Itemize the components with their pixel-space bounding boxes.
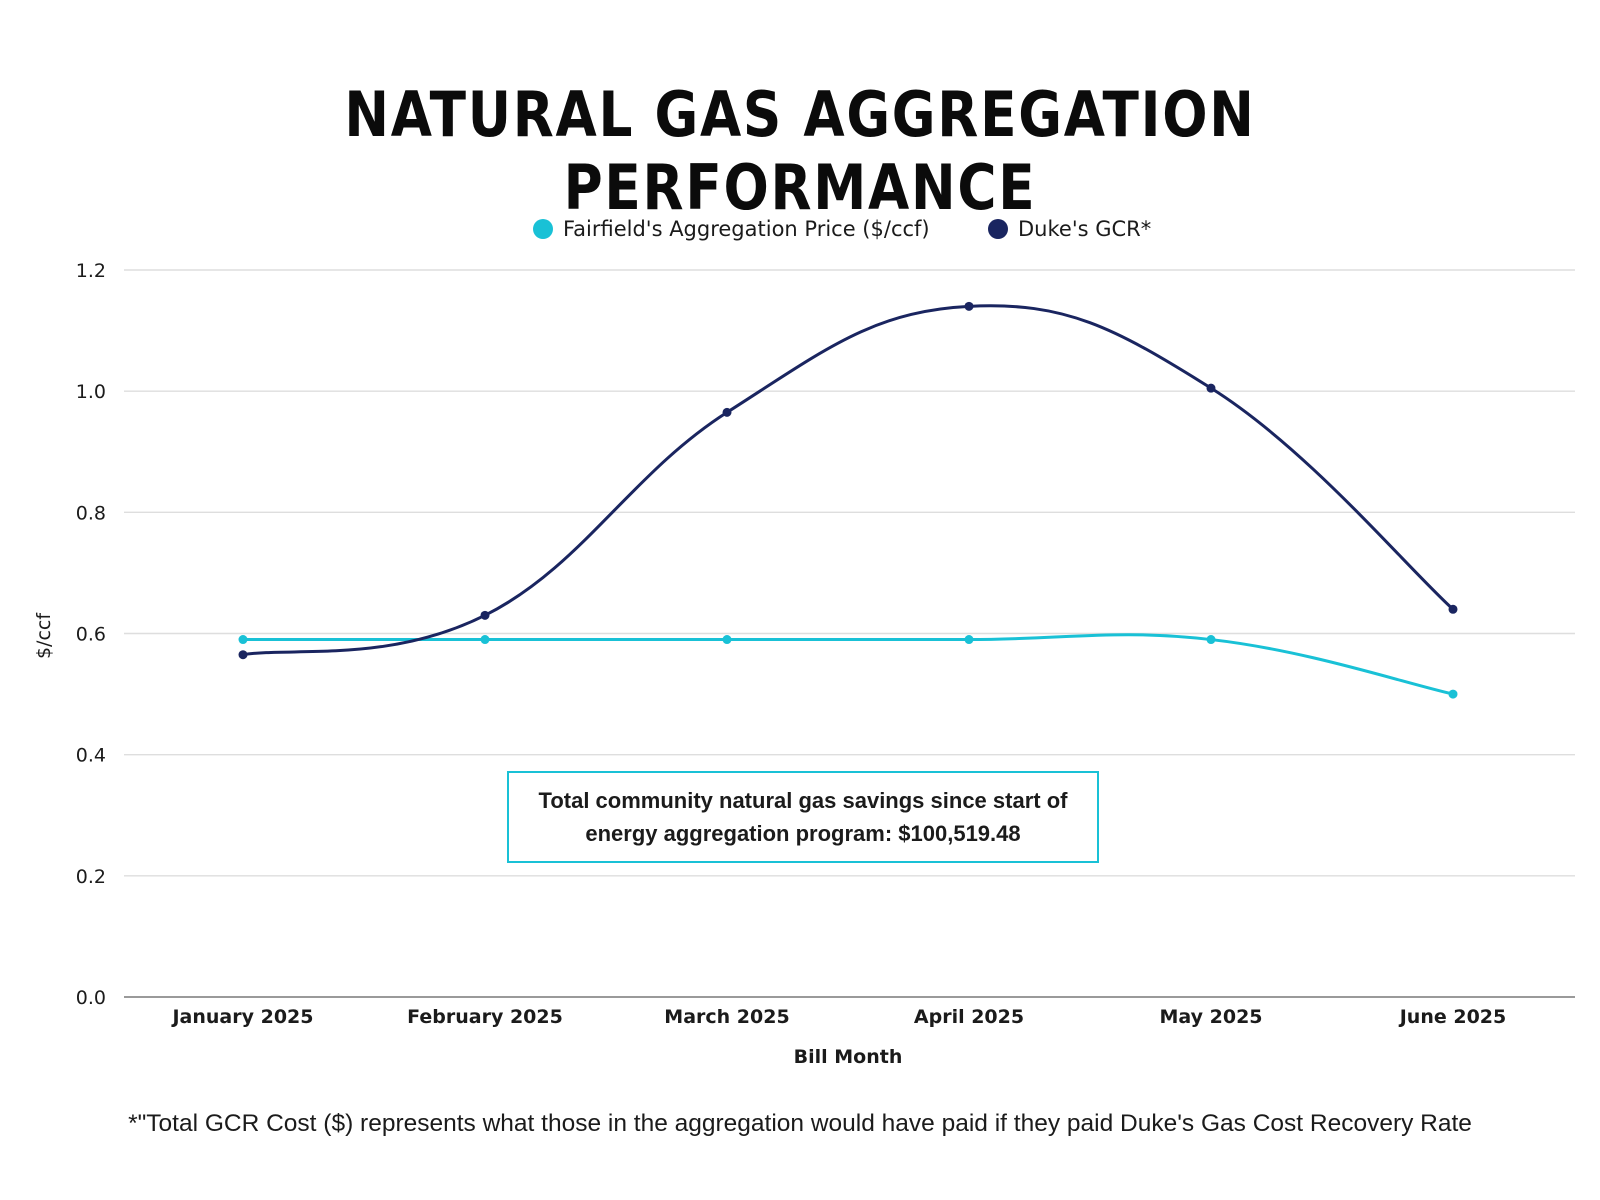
y-tick-label: 0.4 [76,745,106,767]
x-tick-label: April 2025 [914,1006,1024,1028]
series-fairfield [238,633,1458,699]
legend-marker [533,219,553,239]
data-point [1206,383,1216,393]
data-point [238,635,248,645]
data-point [480,610,490,620]
y-tick-label: 0.6 [76,624,106,646]
x-axis-title: Bill Month [794,1046,903,1068]
y-axis-title: $/ccf [33,612,55,659]
legend-label: Fairfield's Aggregation Price ($/ccf) [563,217,930,241]
y-tick-label: 1.0 [76,381,106,403]
chart-title: NATURAL GAS AGGREGATION PERFORMANCE [344,78,1256,224]
data-point [1206,635,1216,645]
series-line [242,304,1455,657]
data-point [1448,604,1458,614]
data-point [238,650,248,660]
x-axis-ticks: January 2025 February 2025 March 2025 April… [170,1006,1506,1028]
y-tick-label: 0.0 [76,987,106,1009]
data-point [964,635,974,645]
legend-label: Duke's GCR* [1018,217,1151,241]
series-layer [238,301,1458,699]
x-tick-label: May 2025 [1159,1006,1262,1028]
legend: Fairfield's Aggregation Price ($/ccf) Duk… [533,217,1151,241]
series-duke-gcr [238,301,1458,660]
gridlines [124,269,1575,998]
footnote: *"Total GCR Cost ($) represents what tho… [128,1110,1472,1137]
savings-annotation-box: Total community natural gas savings sinc… [507,771,1099,863]
y-axis-ticks: 0.0 0.2 0.4 0.6 0.8 1.0 1.2 [76,260,106,1009]
data-point [480,635,490,645]
data-point [722,407,732,417]
data-point [1448,689,1458,699]
data-point [722,635,732,645]
x-tick-label: January 2025 [170,1006,313,1028]
x-tick-label: June 2025 [1398,1006,1507,1028]
series-line [243,633,1454,696]
y-tick-label: 1.2 [76,260,106,282]
x-tick-label: February 2025 [407,1006,563,1028]
data-point [964,301,974,311]
legend-marker [988,219,1008,239]
y-tick-label: 0.2 [76,866,106,888]
x-tick-label: March 2025 [664,1006,789,1028]
y-tick-label: 0.8 [76,502,106,524]
